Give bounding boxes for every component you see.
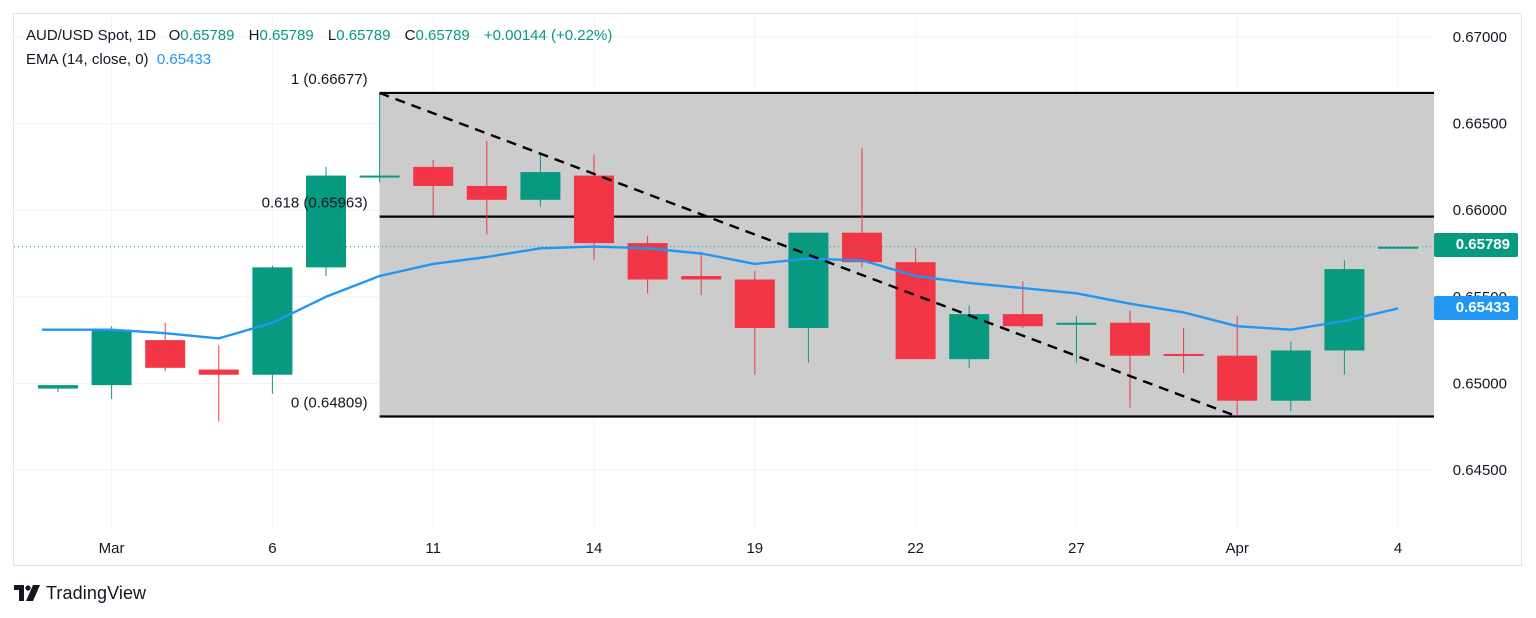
fib-level-label: 0 (0.64809) <box>291 394 368 411</box>
price-axis-label: 0.66500 <box>1453 116 1507 133</box>
candle <box>1056 315 1097 363</box>
candle <box>520 153 561 207</box>
fib-level-label: 0.618 (0.65963) <box>262 195 368 212</box>
candle <box>306 166 346 277</box>
open-value: 0.65789 <box>180 27 235 44</box>
candle <box>1163 327 1204 374</box>
change-value: +0.00144 (+0.22%) <box>483 27 613 44</box>
time-axis-label: Mar <box>99 540 125 557</box>
candle <box>949 305 990 368</box>
candle-body <box>949 314 990 360</box>
price-axis-label: 0.64500 <box>1453 462 1507 479</box>
time-axis-label: 11 <box>425 540 441 557</box>
candle <box>38 385 78 393</box>
candle-body <box>842 232 882 263</box>
candle <box>145 322 186 372</box>
fib-level-label: 1 (0.66677) <box>291 71 368 88</box>
candle <box>1378 246 1418 249</box>
low-value: 0.65789 <box>336 27 391 44</box>
price-axis-label: 0.65000 <box>1453 375 1507 392</box>
tradingview-logo-icon <box>14 585 40 601</box>
candle <box>842 147 882 268</box>
time-axis-label: 19 <box>746 540 763 557</box>
brand-name: TradingView <box>46 582 147 603</box>
low-key: L <box>327 27 337 44</box>
time-axis-label: 14 <box>586 540 603 557</box>
candle-body <box>466 185 507 200</box>
high-key: H <box>248 27 260 44</box>
candle-body <box>1324 269 1365 351</box>
candle <box>681 251 722 296</box>
price-axis-label: 0.67000 <box>1453 29 1507 46</box>
time-axis-label: Apr <box>1226 540 1249 557</box>
candle <box>466 140 507 235</box>
chart-frame <box>13 13 1522 566</box>
candle-body <box>520 172 561 200</box>
close-key: C <box>404 27 416 44</box>
candle <box>895 248 936 360</box>
candle-body <box>145 340 186 368</box>
ema-line <box>41 245 1399 340</box>
candle <box>734 270 775 375</box>
tradingview-logo[interactable]: TradingView <box>14 582 146 604</box>
candle-body <box>1110 322 1150 356</box>
candle <box>252 265 293 394</box>
candle-body <box>734 279 775 328</box>
plot-area <box>14 14 1434 530</box>
candle-body <box>1056 322 1097 325</box>
candle-body <box>1217 355 1258 401</box>
candle-body <box>413 166 454 186</box>
ema-legend: EMA (14, close, 0) 0.65433 <box>26 51 211 69</box>
candle-body <box>198 369 239 375</box>
ohlc-legend: AUD/USD Spot, 1D O0.65789 H0.65789 L0.65… <box>26 27 622 45</box>
high-value: 0.65789 <box>259 27 314 44</box>
close-value: 0.65789 <box>415 27 470 44</box>
candle-body <box>252 267 293 375</box>
candle-body <box>574 175 614 244</box>
symbol-label[interactable]: AUD/USD Spot, 1D <box>26 27 157 44</box>
open-key: O <box>168 27 181 44</box>
candle-body <box>1270 350 1311 401</box>
candle <box>198 345 239 422</box>
candle <box>91 326 132 399</box>
ema-label[interactable]: EMA (14, close, 0) <box>26 51 149 68</box>
candle-body <box>1002 314 1043 327</box>
candle-body <box>306 175 346 268</box>
candle-body <box>1163 353 1204 356</box>
candle-body <box>681 276 722 280</box>
candle-body <box>91 329 132 386</box>
candle-body <box>359 175 400 178</box>
candle <box>359 92 400 183</box>
ema-value: 0.65433 <box>156 51 212 68</box>
fib-zone <box>379 92 1434 417</box>
candle <box>413 159 454 216</box>
time-axis-label: 27 <box>1068 540 1085 557</box>
ema-price-tag: 0.65433 <box>1434 296 1518 320</box>
candle <box>574 154 614 261</box>
candle <box>1110 310 1150 408</box>
candle <box>1217 315 1258 417</box>
candle-body <box>1378 246 1418 249</box>
price-axis-label: 0.66000 <box>1453 202 1507 219</box>
candle-body <box>38 385 78 389</box>
last-price-tag: 0.65789 <box>1434 233 1518 257</box>
time-axis-label: 22 <box>907 540 924 557</box>
candle <box>1270 341 1311 412</box>
time-axis-label: 4 <box>1394 540 1402 557</box>
candle <box>1324 260 1365 375</box>
time-axis-label: 6 <box>268 540 276 557</box>
